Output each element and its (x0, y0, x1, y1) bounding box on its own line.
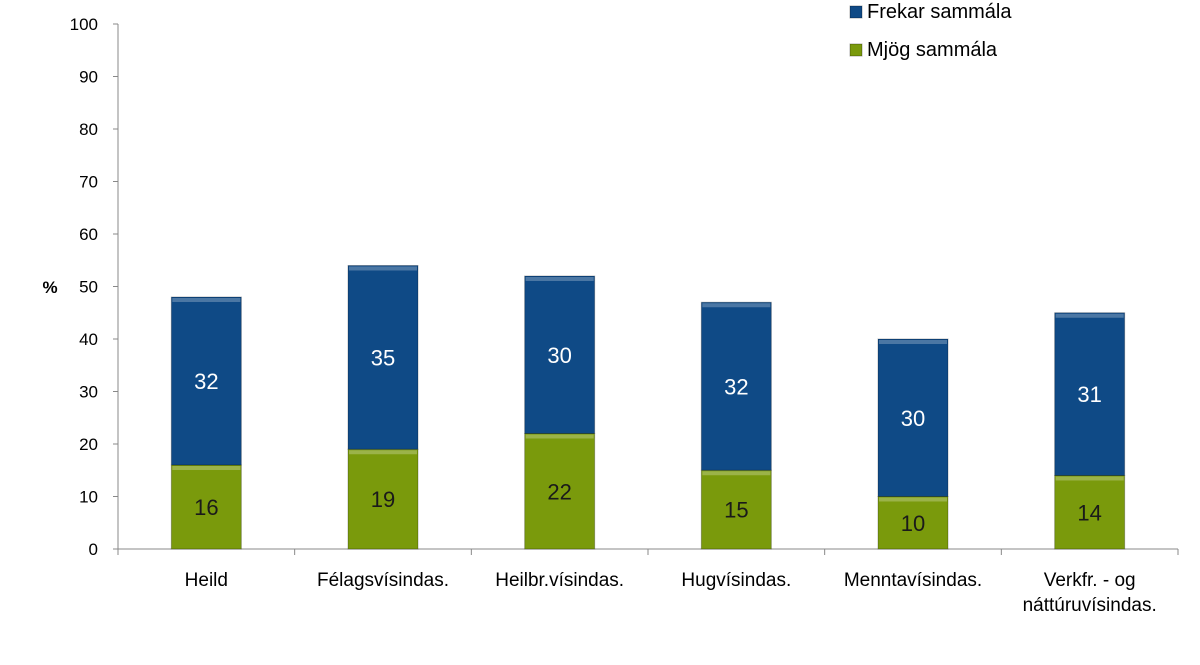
data-label: 10 (901, 511, 925, 536)
bar-segment (700, 301, 772, 471)
y-tick-label: 0 (89, 540, 98, 559)
bar-segment (700, 469, 772, 550)
y-tick-label: 70 (79, 173, 98, 192)
data-label: 15 (724, 498, 748, 523)
bar-highlight (525, 277, 594, 281)
y-tick-label: 40 (79, 330, 98, 349)
y-tick-label: 10 (79, 488, 98, 507)
bar-highlight (525, 434, 594, 439)
x-tick-label: Menntavísindas. (844, 570, 982, 591)
legend-swatch (849, 43, 863, 57)
y-tick-label: 20 (79, 435, 98, 454)
data-label: 32 (194, 369, 218, 394)
legend-label: Mjög sammála (867, 39, 998, 61)
bar-highlight (1055, 476, 1124, 481)
bar-highlight (879, 497, 947, 502)
bar-highlight (702, 303, 771, 308)
data-label: 22 (547, 479, 571, 504)
bar-highlight (172, 298, 241, 302)
data-label: 31 (1077, 382, 1101, 407)
y-tick-label: 80 (79, 120, 98, 139)
x-tick-label: Heild (185, 570, 228, 591)
data-label: 35 (371, 345, 395, 370)
y-tick-label: 50 (79, 278, 98, 297)
data-label: 19 (371, 487, 395, 512)
bar-segment (1054, 475, 1126, 550)
data-label: 14 (1077, 500, 1101, 525)
bar-segment (1054, 312, 1126, 476)
bar-segment (524, 275, 596, 434)
bar-segment (524, 433, 596, 550)
y-tick-label: 60 (79, 225, 98, 244)
x-tick-label: Félagsvísindas. (317, 570, 449, 591)
bar-segment (877, 496, 949, 550)
y-axis-label: % (42, 278, 57, 297)
y-tick-label: 100 (70, 15, 98, 34)
y-tick-label: 30 (79, 383, 98, 402)
x-tick-label: Hugvísindas. (681, 570, 791, 591)
data-label: 16 (194, 495, 218, 520)
bar-segment (347, 448, 419, 550)
bar-highlight (172, 466, 241, 470)
x-tick-label: Heilbr.vísindas. (495, 570, 624, 591)
bar-highlight (702, 471, 771, 476)
bar-segment (170, 464, 242, 550)
data-label: 30 (901, 406, 925, 431)
data-label: 32 (724, 374, 748, 399)
x-tick-label: Verkfr. - og (1044, 570, 1136, 591)
bar-highlight (349, 266, 417, 271)
bar-segment (877, 338, 949, 497)
bar-segment (347, 265, 419, 450)
bar-highlight (879, 340, 947, 344)
data-label: 30 (547, 343, 571, 368)
legend-label: Frekar sammála (867, 1, 1012, 23)
x-tick-label: náttúruvísindas. (1023, 595, 1157, 616)
bar-segment (170, 296, 242, 466)
bar-highlight (349, 450, 417, 455)
y-tick-label: 90 (79, 68, 98, 87)
bar-highlight (1055, 313, 1124, 318)
legend-swatch (849, 5, 863, 19)
